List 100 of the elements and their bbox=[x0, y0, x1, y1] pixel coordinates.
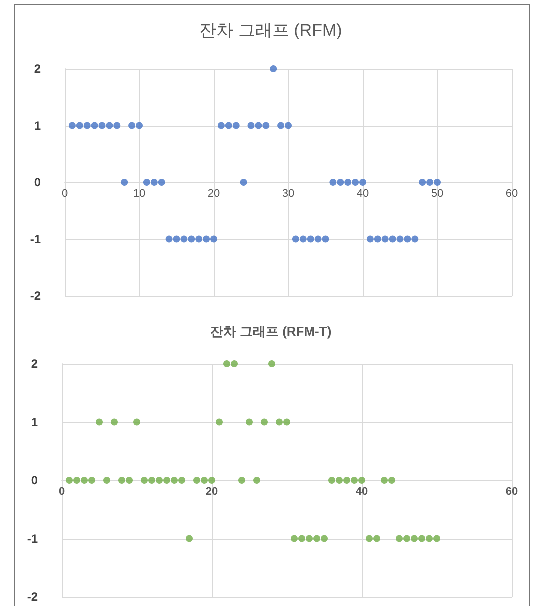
point bbox=[381, 477, 388, 484]
point bbox=[389, 236, 396, 243]
point bbox=[404, 236, 412, 243]
x-tick-label: 10 bbox=[133, 188, 146, 200]
point bbox=[180, 236, 188, 243]
point bbox=[203, 236, 210, 243]
point bbox=[164, 477, 170, 484]
point bbox=[358, 477, 366, 484]
point bbox=[412, 236, 419, 243]
point bbox=[344, 179, 352, 186]
point bbox=[188, 236, 196, 243]
point bbox=[314, 236, 322, 243]
point bbox=[322, 236, 330, 243]
point bbox=[238, 477, 246, 484]
point bbox=[126, 477, 133, 484]
point bbox=[186, 535, 193, 542]
point bbox=[291, 535, 298, 542]
point bbox=[366, 535, 373, 542]
point bbox=[418, 535, 426, 542]
point bbox=[344, 477, 350, 484]
y-tick-label: -2 bbox=[27, 590, 38, 604]
chart-title: 잔차 그래프 (RFM) bbox=[200, 21, 342, 40]
y-tick-label: 1 bbox=[31, 415, 38, 430]
x-tick-label: 30 bbox=[282, 188, 295, 200]
chart-title: 잔차 그래프 (RFM-T) bbox=[210, 324, 332, 339]
point bbox=[210, 236, 218, 243]
point bbox=[307, 236, 314, 243]
point bbox=[196, 236, 203, 243]
point bbox=[173, 236, 180, 243]
point bbox=[91, 122, 98, 130]
y-tick-label: 2 bbox=[34, 62, 42, 76]
point bbox=[314, 535, 320, 542]
point bbox=[300, 236, 307, 243]
point bbox=[388, 477, 396, 484]
point bbox=[232, 122, 240, 130]
point bbox=[158, 179, 166, 186]
point bbox=[337, 179, 344, 186]
y-tick-label: 0 bbox=[31, 474, 38, 488]
y-tick-label: 2 bbox=[31, 357, 38, 371]
y-tick-label: -1 bbox=[30, 232, 42, 246]
point bbox=[81, 477, 88, 484]
point bbox=[121, 179, 128, 186]
point bbox=[336, 477, 343, 484]
point bbox=[225, 122, 232, 130]
point bbox=[246, 418, 253, 426]
point bbox=[98, 122, 106, 130]
point bbox=[96, 418, 103, 426]
point bbox=[66, 477, 73, 484]
point bbox=[276, 418, 283, 426]
point bbox=[434, 535, 440, 542]
point bbox=[306, 535, 313, 542]
point bbox=[328, 477, 336, 484]
point bbox=[166, 236, 173, 243]
point bbox=[68, 122, 76, 130]
point bbox=[178, 477, 186, 484]
point bbox=[240, 179, 248, 186]
point bbox=[171, 477, 178, 484]
point bbox=[111, 418, 118, 426]
point bbox=[426, 535, 433, 542]
x-tick-label: 20 bbox=[208, 188, 220, 200]
point bbox=[262, 122, 270, 130]
point bbox=[382, 236, 389, 243]
point bbox=[330, 179, 337, 186]
point bbox=[351, 477, 358, 484]
point bbox=[136, 122, 143, 130]
x-tick-label: 40 bbox=[356, 486, 368, 498]
point bbox=[148, 477, 156, 484]
y-tick-label: -1 bbox=[27, 532, 38, 546]
x-tick-label: 40 bbox=[356, 188, 370, 200]
point bbox=[150, 179, 158, 186]
point bbox=[141, 477, 148, 484]
point bbox=[201, 477, 208, 484]
x-tick-label: 60 bbox=[506, 188, 518, 200]
point bbox=[360, 179, 366, 186]
point bbox=[434, 179, 441, 186]
x-tick-label: 50 bbox=[431, 188, 444, 200]
point bbox=[218, 122, 225, 130]
y-tick-label: -2 bbox=[30, 289, 42, 303]
point bbox=[366, 236, 374, 243]
point bbox=[216, 418, 223, 426]
point bbox=[426, 179, 434, 186]
x-tick-label: 0 bbox=[62, 188, 68, 200]
point bbox=[84, 122, 91, 130]
point bbox=[143, 179, 150, 186]
point bbox=[298, 535, 306, 542]
point bbox=[224, 360, 230, 368]
point bbox=[208, 477, 216, 484]
point bbox=[374, 236, 382, 243]
point bbox=[255, 122, 262, 130]
point bbox=[352, 179, 360, 186]
point bbox=[396, 535, 403, 542]
point bbox=[374, 535, 380, 542]
x-tick-label: 60 bbox=[506, 486, 518, 498]
point bbox=[268, 360, 276, 368]
point bbox=[419, 179, 426, 186]
point bbox=[254, 477, 260, 484]
point bbox=[76, 122, 84, 130]
point bbox=[194, 477, 200, 484]
y-tick-label: 1 bbox=[34, 118, 42, 133]
point bbox=[270, 66, 278, 72]
